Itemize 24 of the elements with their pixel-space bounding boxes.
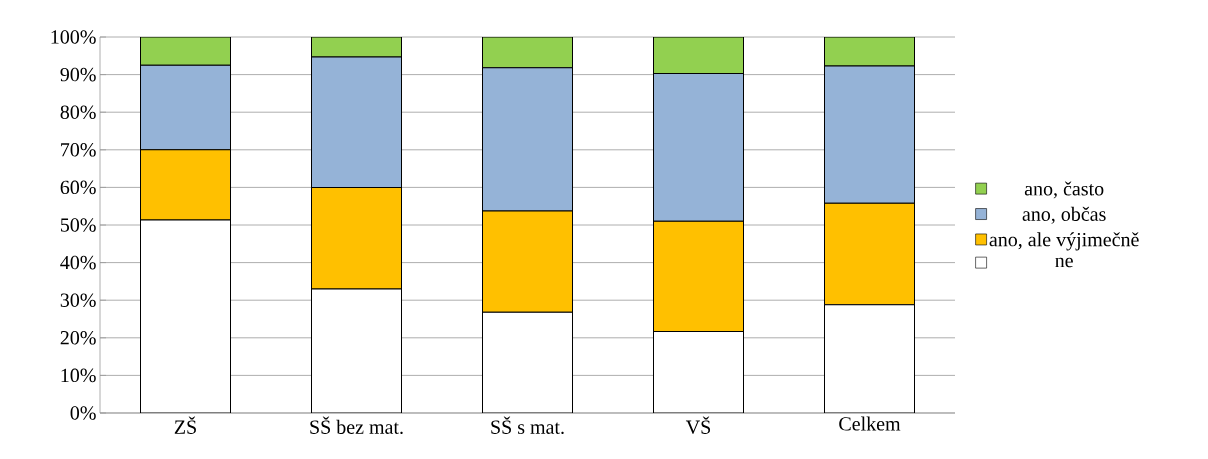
y-tick-label: 80% xyxy=(60,105,96,119)
y-tick-label: 10% xyxy=(61,368,96,383)
y-tick-label: 100% xyxy=(51,30,96,44)
legend-label: ano, občas xyxy=(1022,206,1106,224)
y-tick-label: 70% xyxy=(61,143,96,157)
y-tick-label: 40% xyxy=(60,255,96,270)
y-tick-label: 0% xyxy=(70,406,96,420)
bar xyxy=(140,219,231,413)
y-tick-label: 50% xyxy=(60,218,96,232)
y-tick-label: 30% xyxy=(60,293,96,307)
x-tick-label: VŠ xyxy=(685,416,711,435)
y-tick-label: 90% xyxy=(60,67,96,82)
x-tick-label: SŠ s mat. xyxy=(491,416,564,434)
x-tick-label: ZŠ xyxy=(174,416,196,434)
legend-label: ano, ale výjimečně xyxy=(989,232,1139,251)
bar xyxy=(311,288,402,413)
x-tick-label: SŠ bez mat. xyxy=(310,416,403,434)
y-tick-label: 20% xyxy=(60,331,96,345)
bar xyxy=(482,311,573,413)
y-tick-label: 60% xyxy=(60,180,96,195)
text: ne xyxy=(1055,257,1073,268)
bar xyxy=(824,304,915,413)
legend-label: ano, často xyxy=(1024,181,1104,199)
x-tick-label: Celkem xyxy=(839,416,901,431)
